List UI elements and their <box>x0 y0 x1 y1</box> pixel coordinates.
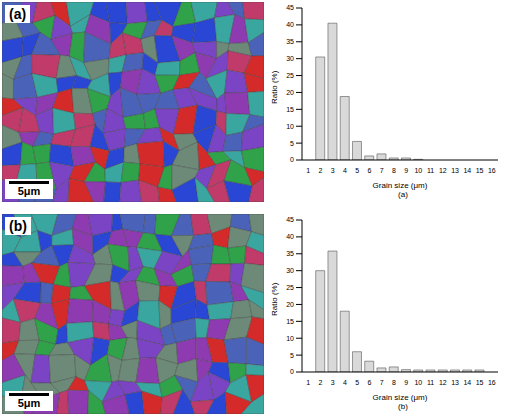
svg-text:9: 9 <box>404 167 408 174</box>
svg-text:6: 6 <box>367 167 371 174</box>
svg-text:5: 5 <box>290 352 294 359</box>
svg-text:45: 45 <box>286 4 294 11</box>
svg-text:8: 8 <box>392 379 396 386</box>
svg-text:Ratio (%): Ratio (%) <box>270 282 279 316</box>
svg-text:2: 2 <box>318 167 322 174</box>
svg-text:20: 20 <box>286 301 294 308</box>
svg-text:10: 10 <box>286 335 294 342</box>
svg-text:25: 25 <box>286 72 294 79</box>
svg-text:16: 16 <box>488 167 496 174</box>
svg-text:30: 30 <box>286 267 294 274</box>
svg-text:3: 3 <box>331 167 335 174</box>
svg-text:12: 12 <box>439 379 447 386</box>
svg-text:4: 4 <box>343 379 347 386</box>
svg-text:5: 5 <box>290 140 294 147</box>
svg-text:14: 14 <box>463 379 471 386</box>
svg-text:10: 10 <box>414 379 422 386</box>
html-text:(a): (a) <box>9 6 27 22</box>
svg-text:14: 14 <box>463 167 471 174</box>
svg-text:25: 25 <box>286 284 294 291</box>
svg-text:8: 8 <box>392 167 396 174</box>
svg-text:40: 40 <box>286 21 294 28</box>
svg-text:12: 12 <box>439 167 447 174</box>
svg-text:35: 35 <box>286 38 294 45</box>
svg-text:1: 1 <box>306 167 310 174</box>
svg-text:7: 7 <box>380 167 384 174</box>
svg-text:Ratio (%): Ratio (%) <box>270 70 279 104</box>
svg-text:35: 35 <box>286 250 294 257</box>
html-text:5μm: 5μm <box>17 397 41 409</box>
svg-text:0: 0 <box>290 156 294 163</box>
svg-text:0: 0 <box>290 368 294 375</box>
svg-text:1: 1 <box>306 379 310 386</box>
svg-text:2: 2 <box>318 379 322 386</box>
svg-text:13: 13 <box>451 379 459 386</box>
svg-text:13: 13 <box>451 167 459 174</box>
html-text:(a): (a) <box>398 190 408 199</box>
svg-text:6: 6 <box>367 379 371 386</box>
svg-text:10: 10 <box>286 123 294 130</box>
svg-text:5: 5 <box>355 167 359 174</box>
svg-text:30: 30 <box>286 55 294 62</box>
svg-text:Grain size (μm): Grain size (μm) <box>373 393 428 402</box>
svg-text:11: 11 <box>427 167 434 174</box>
svg-text:11: 11 <box>427 379 434 386</box>
svg-text:40: 40 <box>286 233 294 240</box>
html-text:5μm: 5μm <box>17 185 41 197</box>
svg-text:10: 10 <box>414 167 422 174</box>
svg-text:5: 5 <box>355 379 359 386</box>
svg-text:3: 3 <box>331 379 335 386</box>
svg-text:16: 16 <box>488 379 496 386</box>
svg-text:15: 15 <box>286 106 294 113</box>
svg-text:9: 9 <box>404 379 408 386</box>
svg-text:45: 45 <box>286 216 294 223</box>
svg-text:20: 20 <box>286 89 294 96</box>
svg-text:15: 15 <box>476 379 484 386</box>
svg-text:7: 7 <box>380 379 384 386</box>
svg-text:4: 4 <box>343 167 347 174</box>
html-text:(b): (b) <box>9 218 27 234</box>
svg-text:Grain size (μm): Grain size (μm) <box>373 181 428 190</box>
html-text:(b): (b) <box>398 402 408 411</box>
svg-text:15: 15 <box>286 318 294 325</box>
svg-text:15: 15 <box>476 167 484 174</box>
